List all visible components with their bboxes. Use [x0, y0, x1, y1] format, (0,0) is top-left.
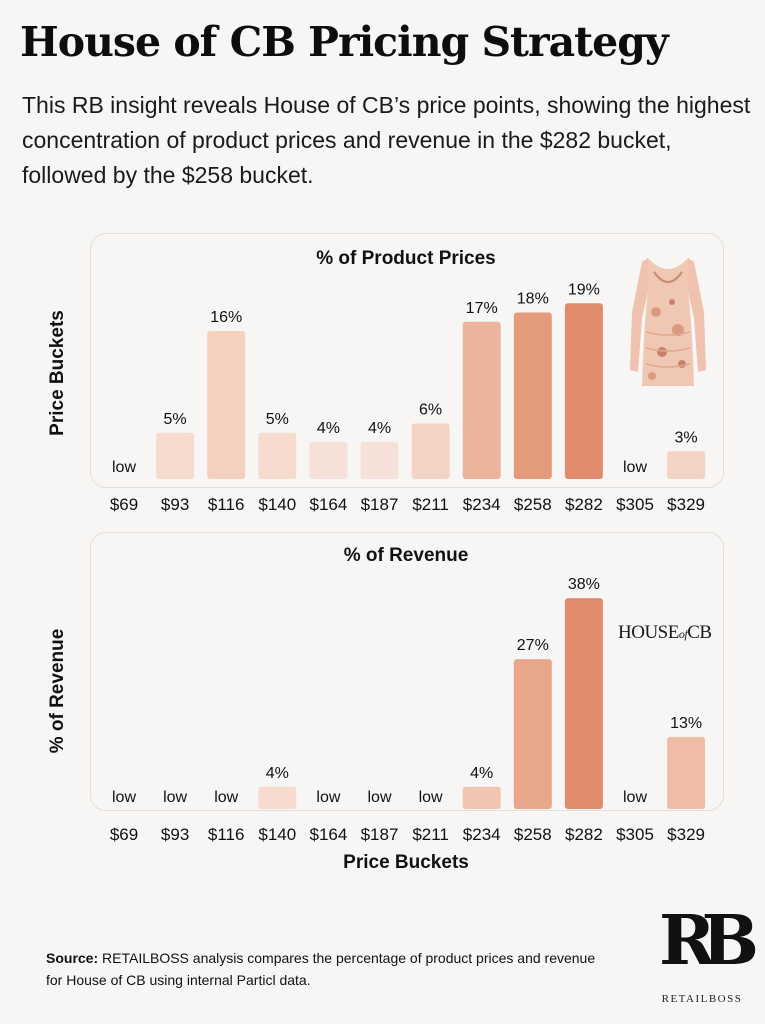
source-prefix: Source: — [46, 950, 99, 966]
data-label-0-282: 19% — [568, 281, 600, 298]
chart-title-revenue: % of Revenue — [343, 545, 469, 566]
source-text: RETAILBOSS analysis compares the percent… — [46, 950, 596, 988]
tick-label-1-164: $164 — [309, 825, 347, 844]
data-label-1-282: 38% — [568, 576, 600, 593]
tick-label-0-93: $93 — [161, 495, 189, 514]
bar-0-258 — [513, 312, 552, 479]
chart-title-product-prices: % of Product Prices — [316, 248, 496, 269]
data-label-1-164: low — [316, 789, 340, 806]
data-label-1-187: low — [367, 789, 391, 806]
tick-label-1-234: $234 — [463, 825, 501, 844]
data-label-1-116: low — [214, 789, 238, 806]
bar-1-329 — [667, 736, 706, 809]
tick-label-1-93: $93 — [161, 825, 189, 844]
bar-0-282 — [564, 303, 603, 479]
data-label-1-258: 27% — [517, 637, 549, 654]
tick-label-1-187: $187 — [361, 825, 399, 844]
data-label-0-93: 5% — [164, 411, 187, 428]
tick-label-0-305: $305 — [616, 495, 654, 514]
page-subtitle: This RB insight reveals House of CB’s pr… — [22, 92, 751, 188]
data-label-0-211: 6% — [419, 402, 442, 419]
bar-0-93 — [156, 432, 195, 479]
bar-0-164 — [309, 442, 348, 479]
data-label-1-69: low — [112, 789, 136, 806]
tick-label-0-282: $282 — [565, 495, 603, 514]
retailboss-logo-mark: RB — [659, 901, 759, 981]
data-label-0-258: 18% — [517, 291, 549, 308]
x-axis-label: Price Buckets — [343, 852, 469, 873]
house-of-cb-logo: HOUSEofCB — [618, 622, 712, 643]
tick-label-0-69: $69 — [110, 495, 138, 514]
bar-0-140 — [258, 432, 297, 479]
data-label-0-69: low — [112, 459, 136, 476]
data-label-0-116: 16% — [210, 309, 242, 326]
tick-label-0-187: $187 — [361, 495, 399, 514]
bar-0-211 — [411, 423, 450, 479]
tick-label-0-258: $258 — [514, 495, 552, 514]
data-label-0-187: 4% — [368, 420, 391, 437]
tick-label-0-164: $164 — [309, 495, 347, 514]
tick-label-0-116: $116 — [208, 495, 245, 514]
data-label-1-234: 4% — [470, 765, 493, 782]
tick-label-1-305: $305 — [616, 825, 654, 844]
bar-0-329 — [667, 451, 706, 479]
tick-label-1-140: $140 — [258, 825, 296, 844]
tick-label-1-116: $116 — [208, 825, 245, 844]
bar-1-140 — [258, 786, 297, 809]
data-label-1-305: low — [623, 789, 647, 806]
tick-label-0-140: $140 — [258, 495, 296, 514]
data-label-0-305: low — [623, 459, 647, 476]
retailboss-logo-name: RETAILBOSS — [661, 993, 743, 1005]
tick-label-0-234: $234 — [463, 495, 501, 514]
tick-label-1-258: $258 — [514, 825, 552, 844]
data-label-0-329: 3% — [675, 429, 698, 446]
chart-panel-revenue — [90, 532, 724, 811]
data-label-1-140: 4% — [266, 765, 289, 782]
bar-0-187 — [360, 442, 399, 479]
data-label-0-164: 4% — [317, 420, 340, 437]
data-label-1-211: low — [419, 789, 443, 806]
page-title: House of CB Pricing Strategy — [20, 18, 669, 66]
tick-label-1-282: $282 — [565, 825, 603, 844]
tick-label-0-329: $329 — [667, 495, 705, 514]
tick-label-1-211: $211 — [412, 825, 449, 844]
bar-0-116 — [207, 331, 246, 479]
data-label-1-329: 13% — [670, 715, 702, 732]
tick-label-1-329: $329 — [667, 825, 705, 844]
bar-1-258 — [513, 659, 552, 809]
data-label-0-234: 17% — [466, 300, 498, 317]
bar-0-234 — [462, 321, 501, 479]
dress-product-image — [622, 252, 714, 394]
source-note: Source: RETAILBOSS analysis compares the… — [46, 947, 606, 991]
bar-1-282 — [564, 598, 603, 809]
data-label-1-93: low — [163, 789, 187, 806]
chart-panel-product-prices — [90, 233, 724, 488]
tick-label-0-211: $211 — [412, 495, 449, 514]
data-label-0-140: 5% — [266, 411, 289, 428]
bar-1-234 — [462, 786, 501, 809]
tick-label-1-69: $69 — [110, 825, 138, 844]
